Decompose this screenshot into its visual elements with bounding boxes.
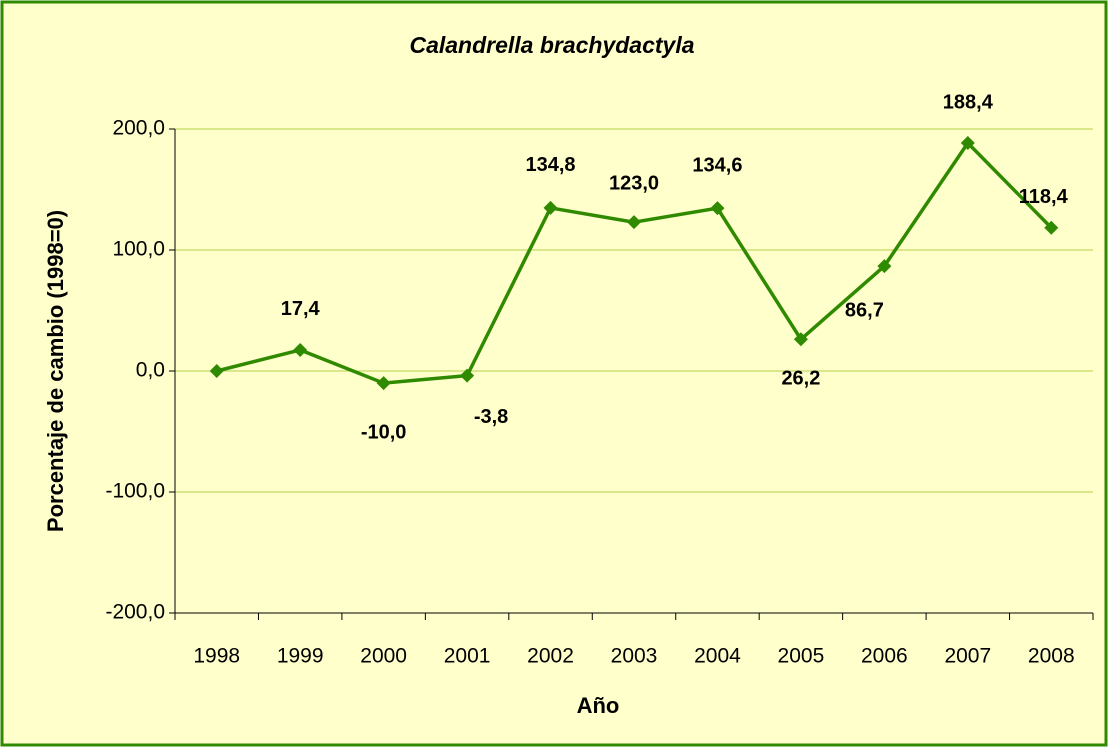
data-label: -10,0 <box>361 421 407 443</box>
data-label: 134,8 <box>526 154 576 176</box>
data-label: 26,2 <box>781 368 820 390</box>
marker <box>1044 220 1059 235</box>
marker <box>209 364 224 378</box>
marker <box>293 342 308 357</box>
data-label: 118,4 <box>1019 186 1069 208</box>
marker <box>627 215 641 230</box>
data-label: -3,8 <box>474 406 508 428</box>
y-axis-title: Porcentaje de cambio (1998=0) <box>43 210 68 532</box>
x-tick-label: 2001 <box>444 645 491 668</box>
x-tick-label: 2008 <box>1028 645 1075 668</box>
marker <box>710 201 725 216</box>
x-tick-label: 2007 <box>944 645 991 668</box>
x-tick-label: 2003 <box>611 645 658 668</box>
x-tick-label: 2002 <box>527 645 574 668</box>
marker <box>960 136 975 151</box>
marker <box>460 368 475 383</box>
x-tick-label: 2004 <box>694 645 741 668</box>
y-tick-label: 200,0 <box>112 117 165 140</box>
data-label: 17,4 <box>281 298 321 320</box>
marker <box>877 259 892 274</box>
y-tick-label: -200,0 <box>105 601 165 624</box>
marker <box>543 200 558 215</box>
x-axis-title: Año <box>577 693 620 718</box>
data-label: 188,4 <box>943 91 994 113</box>
x-tick-label: 2006 <box>861 645 908 668</box>
x-tick-label: 1998 <box>193 645 240 668</box>
y-tick-label: 100,0 <box>112 238 165 261</box>
x-tick-label: 1999 <box>277 645 324 668</box>
data-label: 86,7 <box>845 299 884 321</box>
y-tick-label: 0,0 <box>136 359 165 382</box>
y-tick-label: -100,0 <box>105 480 165 503</box>
data-label: 123,0 <box>609 172 659 194</box>
chart-title: Calandrella brachydactyla <box>409 32 694 58</box>
x-tick-label: 2000 <box>360 645 407 668</box>
marker <box>793 332 808 347</box>
marker <box>376 376 391 391</box>
x-tick-label: 2005 <box>778 645 825 668</box>
data-label: 134,6 <box>692 154 742 176</box>
